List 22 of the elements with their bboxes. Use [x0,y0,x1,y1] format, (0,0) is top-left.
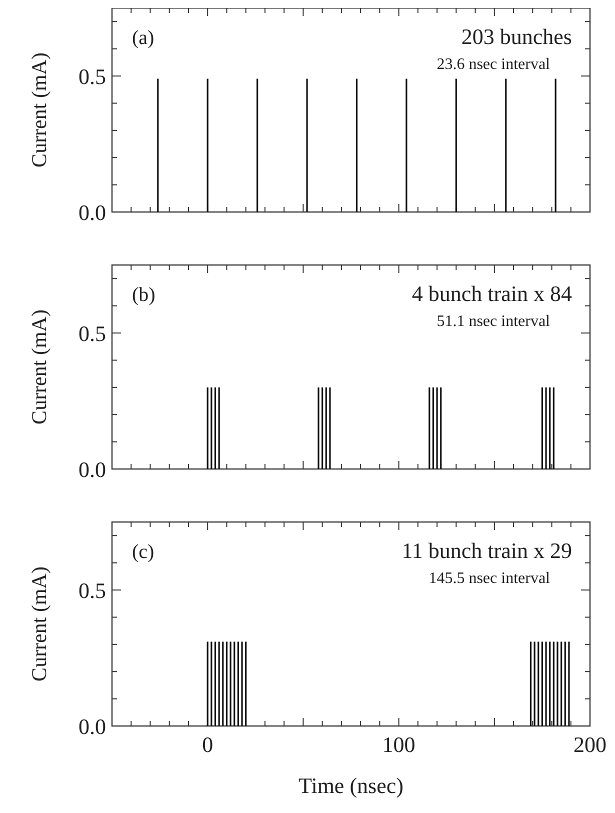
y-axis-title: Current (mA) [27,566,51,682]
y-tick-label: 0.5 [78,64,106,89]
y-tick-label: 0.5 [78,321,106,346]
x-tick-label: 0 [202,732,214,757]
annotation: (c) [132,541,154,563]
y-axis-title: Current (mA) [27,52,51,168]
x-tick-label: 200 [574,732,606,757]
x-tick-label: 100 [382,732,416,757]
text: 4 bunch train x 84 [412,281,572,306]
x-axis-title: Time (nsec) [298,773,404,798]
y-tick-label: 0.5 [78,578,106,603]
text: 23.6 nsec interval [436,56,551,73]
text: 203 bunches [461,24,572,49]
y-tick-label: 0.0 [78,200,106,225]
y-tick-label: 0.0 [78,714,106,739]
text: 11 bunch train x 29 [402,538,572,563]
y-tick-label: 0.0 [78,457,106,482]
annotation: (a) [132,27,154,49]
annotation: (b) [132,284,156,306]
text: 145.5 nsec interval [428,570,551,587]
y-axis-title: Current (mA) [27,310,51,424]
text: 51.1 nsec interval [436,313,551,330]
